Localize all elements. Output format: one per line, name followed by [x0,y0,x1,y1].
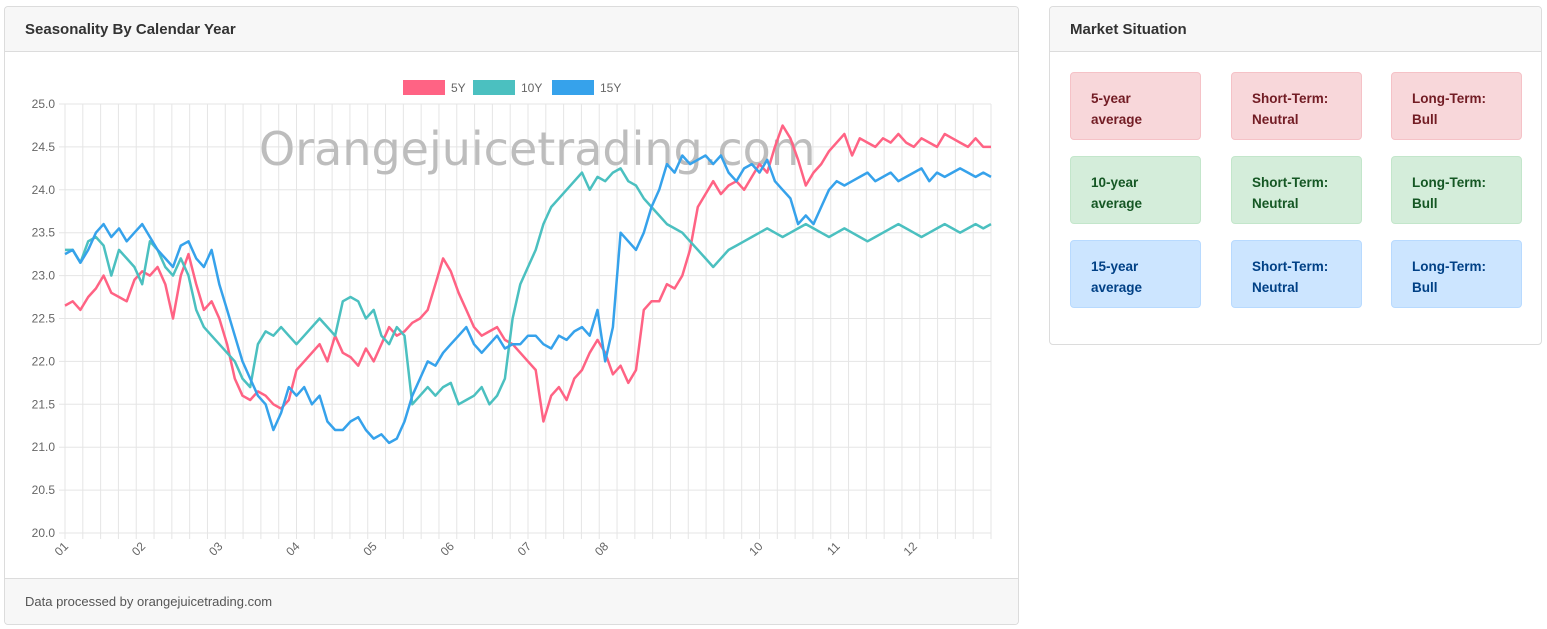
market-title: Market Situation [1070,20,1187,38]
x-tick-label: 07 [515,539,535,559]
y-tick-label: 20.5 [32,483,56,497]
seasonality-card-header: Seasonality By Calendar Year [5,7,1018,52]
series-line-10y[interactable] [65,167,992,406]
x-tick-label: 10 [746,539,766,559]
series-line-5y[interactable] [64,124,991,423]
series-line-15y[interactable] [64,154,992,445]
y-tick-label: 23.0 [32,269,56,283]
legend-label-10y[interactable]: 10Y [521,81,542,95]
chart-legend[interactable]: 5Y 10Y 15Y [403,80,621,95]
x-tick-label: 11 [824,539,843,558]
y-tick-label: 24.5 [32,140,56,154]
legend-swatch-15y[interactable] [552,80,594,95]
x-tick-label: 02 [129,539,149,559]
y-tick-label: 25.0 [32,97,56,111]
seasonality-card-footer: Data processed by orangejuicetrading.com [5,578,1018,624]
y-tick-label: 20.0 [32,526,56,540]
footer-text: Data processed by orangejuicetrading.com [25,594,273,609]
y-tick-label: 21.0 [32,440,56,454]
x-tick-label: 01 [52,539,72,559]
fifteen-year-average-box: 15-year average [1070,240,1201,308]
x-tick-label: 05 [360,539,380,559]
market-situation-card: Market Situation 5-year average Short-Te… [1049,6,1542,345]
five-year-long-term-box: Long-Term: Bull [1391,72,1522,140]
x-tick-label: 06 [438,539,458,559]
y-tick-label: 24.0 [32,183,56,197]
seasonality-card: Seasonality By Calendar Year 25.0 24.5 24.… [4,6,1019,625]
y-tick-label: 22.5 [32,312,56,326]
legend-label-15y[interactable]: 15Y [600,81,621,95]
ten-year-average-box: 10-year average [1070,156,1201,224]
x-tick-label: 12 [901,539,921,559]
five-year-short-term-box: Short-Term: Neutral [1231,72,1362,140]
legend-label-5y[interactable]: 5Y [451,81,466,95]
seasonality-chart: 25.0 24.5 24.0 23.5 23.0 22.5 22.0 21.5 21.0 20.5… [32,80,992,559]
y-tick-label: 23.5 [32,226,56,240]
chart-grid [59,103,992,539]
five-year-average-box: 5-year average [1070,72,1201,140]
x-tick-label: 03 [206,539,226,559]
chart-watermark: Orangejuicetrading.com [259,122,816,176]
legend-swatch-10y[interactable] [473,80,515,95]
seasonality-title: Seasonality By Calendar Year [25,20,236,38]
chart-series [64,124,992,445]
y-tick-label: 21.5 [32,397,56,411]
ten-year-short-term-box: Short-Term: Neutral [1231,156,1362,224]
x-tick-label: 08 [592,539,612,559]
fifteen-year-short-term-box: Short-Term: Neutral [1231,240,1362,308]
y-tick-label: 22.0 [32,354,56,368]
fifteen-year-long-term-box: Long-Term: Bull [1391,240,1522,308]
x-tick-label: 04 [283,539,303,559]
ten-year-long-term-box: Long-Term: Bull [1391,156,1522,224]
legend-swatch-5y[interactable] [403,80,445,95]
market-card-header: Market Situation [1050,7,1541,52]
